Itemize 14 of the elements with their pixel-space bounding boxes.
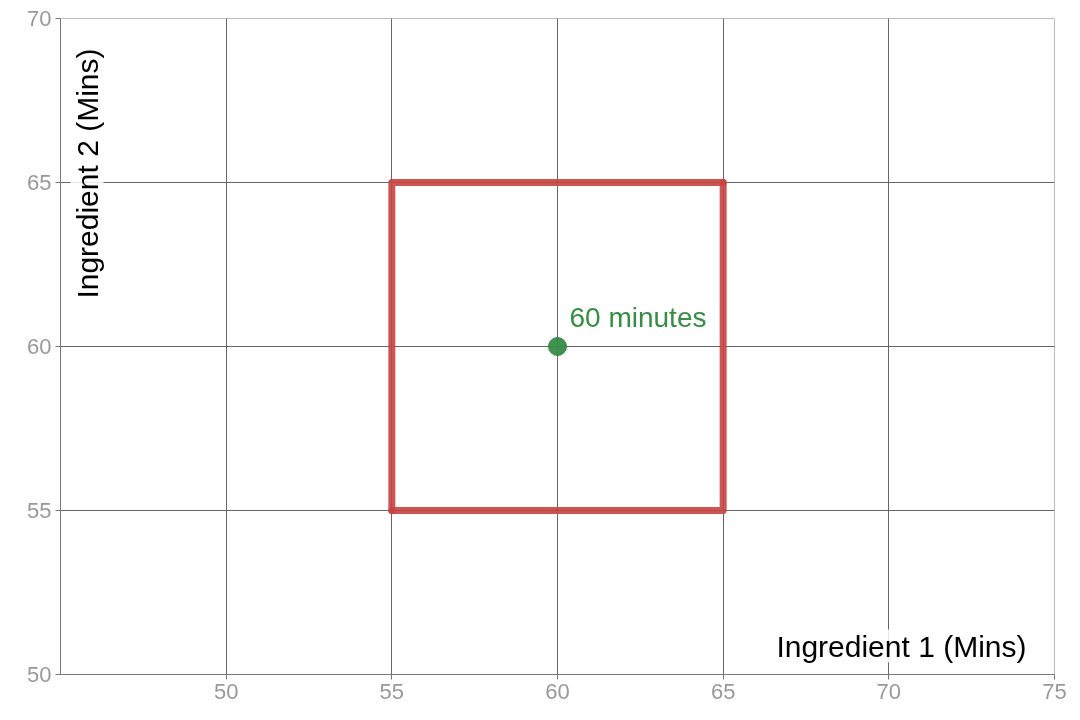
x-tick-label: 65	[710, 678, 736, 704]
x-tick-label: 70	[876, 678, 902, 704]
y-tick-label: 65	[27, 170, 52, 195]
y-axis-title: Ingredient 2 (Mins)	[70, 48, 104, 299]
x-tick-label: 75	[1042, 678, 1067, 704]
annotation: 60 minutes	[569, 301, 707, 333]
x-tick-label: 50	[213, 678, 239, 704]
y-tick-label: 55	[27, 498, 52, 523]
x-tick-label: 55	[379, 678, 405, 704]
y-tick-label: 60	[27, 334, 52, 359]
y-tick-label: 70	[27, 6, 52, 31]
x-axis-title: Ingredient 1 (Mins)	[776, 629, 1027, 663]
y-tick-label: 50	[27, 662, 52, 687]
x-tick-label: 60	[545, 678, 570, 704]
